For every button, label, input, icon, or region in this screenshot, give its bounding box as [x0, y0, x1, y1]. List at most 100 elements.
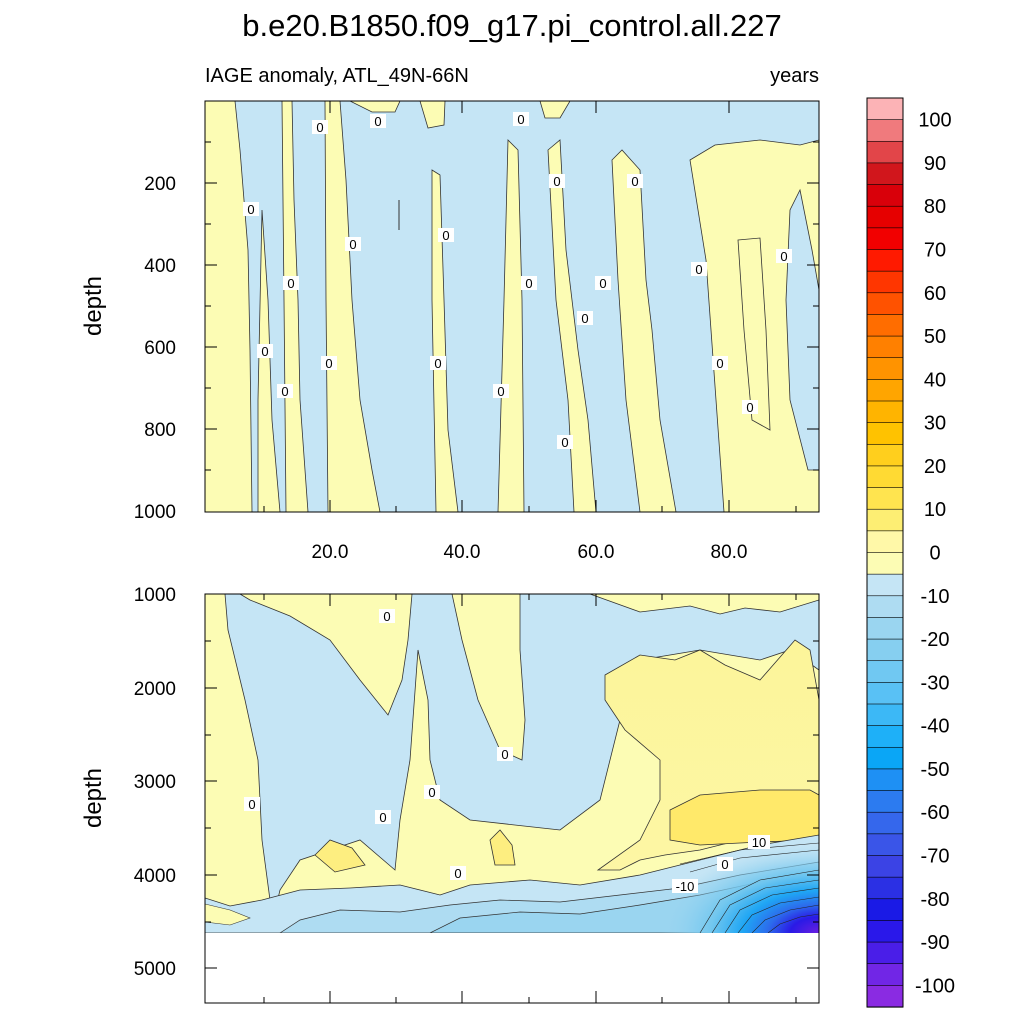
colorbar-swatch [866, 941, 904, 965]
colorbar-swatch [866, 898, 904, 922]
top-x-tick-labels: 20.0 40.0 60.0 80.0 [312, 542, 748, 563]
svg-text:0: 0 [287, 276, 294, 291]
colorbar-swatch [866, 746, 904, 770]
colorbar-swatch [866, 660, 904, 683]
svg-text:0: 0 [379, 810, 386, 825]
svg-text:0: 0 [281, 384, 288, 399]
colorbar-swatch [866, 855, 904, 878]
svg-text:0: 0 [525, 276, 532, 291]
top-panel: 0 0 0 0 0 0 0 0 0 0 0 0 0 0 0 0 0 0 0 0 … [80, 100, 820, 563]
y-tick-label: 3000 [134, 772, 176, 793]
colorbar-swatch [866, 638, 904, 662]
x-tick-label: 60.0 [578, 542, 615, 563]
x-tick-label: 80.0 [711, 542, 748, 563]
y-tick-label: 400 [144, 256, 176, 277]
colorbar-swatch [866, 552, 904, 575]
bottom-contour-labels: 0 0 0 0 0 0 0 10 -10 [244, 609, 770, 894]
contour-label: 0 [493, 384, 509, 399]
y-tick-label: 1000 [134, 502, 176, 523]
contour-label: 0 [430, 356, 446, 371]
svg-text:10: 10 [752, 835, 766, 850]
contour-label: 0 [312, 120, 328, 135]
svg-text:0: 0 [434, 356, 441, 371]
svg-text:0: 0 [428, 785, 435, 800]
y-tick-label: 4000 [134, 866, 176, 887]
contour-label: 0 [717, 857, 733, 872]
contour-label: 0 [595, 276, 611, 291]
top-y-axis-label: depth [80, 276, 107, 336]
svg-text:0: 0 [746, 400, 753, 415]
bottom-y-axis [205, 640, 819, 969]
colorbar-tick-label: 100 [918, 110, 951, 132]
svg-text:0: 0 [501, 747, 508, 762]
svg-text:0: 0 [316, 120, 323, 135]
contour-label: 0 [521, 276, 537, 291]
contour-label: 0 [712, 356, 728, 371]
colorbar-tick-label: -40 [921, 716, 950, 738]
x-tick-label: 20.0 [312, 542, 349, 563]
colorbar-swatch [866, 985, 904, 1008]
svg-text:0: 0 [442, 228, 449, 243]
colorbar-swatch [866, 833, 904, 857]
svg-text:0: 0 [561, 435, 568, 450]
top-y-tick-labels: 200 400 600 800 1000 [134, 174, 176, 523]
colorbar-swatch [866, 465, 904, 489]
colorbar-swatch [866, 876, 904, 900]
colorbar-swatch [866, 487, 904, 510]
colorbar-tick-label: 60 [924, 283, 946, 305]
svg-text:0: 0 [631, 174, 638, 189]
svg-text:0: 0 [248, 797, 255, 812]
colorbar-swatch [866, 97, 904, 121]
colorbar-swatch [866, 335, 904, 359]
colorbar-frame [866, 97, 904, 1008]
contour-label: 0 [627, 174, 643, 189]
colorbar-swatch [866, 768, 904, 792]
svg-text:0: 0 [581, 311, 588, 326]
colorbar-tick-label: -80 [921, 889, 950, 911]
colorbar-swatch [866, 400, 904, 424]
colorbar-tick-label: 90 [924, 153, 946, 175]
bottom-x-axis [263, 594, 797, 1003]
colorbar-tick-label: 70 [924, 240, 946, 262]
contour-label: 0 [557, 435, 573, 450]
contour-label: 0 [379, 609, 395, 624]
contour-label: 0 [277, 384, 293, 399]
contour-label: 0 [742, 400, 758, 415]
top-contour-labels: 0 0 0 0 0 0 0 0 0 0 0 0 0 0 0 0 0 0 0 0 … [243, 112, 792, 450]
contour-label: 0 [375, 810, 391, 825]
y-tick-label: 2000 [134, 679, 176, 700]
svg-text:0: 0 [695, 262, 702, 277]
colorbar-tick-label: -50 [921, 759, 950, 781]
contour-label: 0 [776, 249, 792, 264]
colorbar-tick-label: -60 [921, 802, 950, 824]
svg-text:0: 0 [374, 114, 381, 129]
contour-label: 0 [370, 114, 386, 129]
svg-text:0: 0 [349, 237, 356, 252]
colorbar-tick-label: -20 [921, 629, 950, 651]
svg-text:0: 0 [454, 866, 461, 881]
colorbar-tick-label: -30 [921, 672, 950, 694]
colorbar-swatch [866, 508, 904, 532]
colorbar-swatch [866, 595, 904, 619]
bottom-y-axis-label: depth [80, 768, 107, 828]
colorbar: 1009080706050403020100-10-20-30-40-50-60… [866, 97, 955, 1008]
colorbar-swatch [866, 205, 904, 229]
svg-text:0: 0 [780, 249, 787, 264]
top-x-axis [263, 101, 797, 512]
colorbar-swatch [866, 357, 904, 380]
y-tick-label: 800 [144, 420, 176, 441]
colorbar-swatch [866, 422, 904, 445]
chart-subtitle-right: years [770, 65, 819, 87]
top-panel-positive-regions [205, 101, 819, 512]
svg-text:0: 0 [497, 384, 504, 399]
colorbar-swatch [866, 140, 904, 164]
contour-label: 0 [513, 112, 529, 127]
colorbar-tick-label: 10 [924, 499, 946, 521]
svg-text:0: 0 [716, 356, 723, 371]
contour-label: 0 [243, 202, 259, 217]
colorbar-swatch [866, 617, 904, 640]
svg-text:0: 0 [599, 276, 606, 291]
top-y-axis [205, 141, 819, 471]
contour-label: 0 [577, 311, 593, 326]
